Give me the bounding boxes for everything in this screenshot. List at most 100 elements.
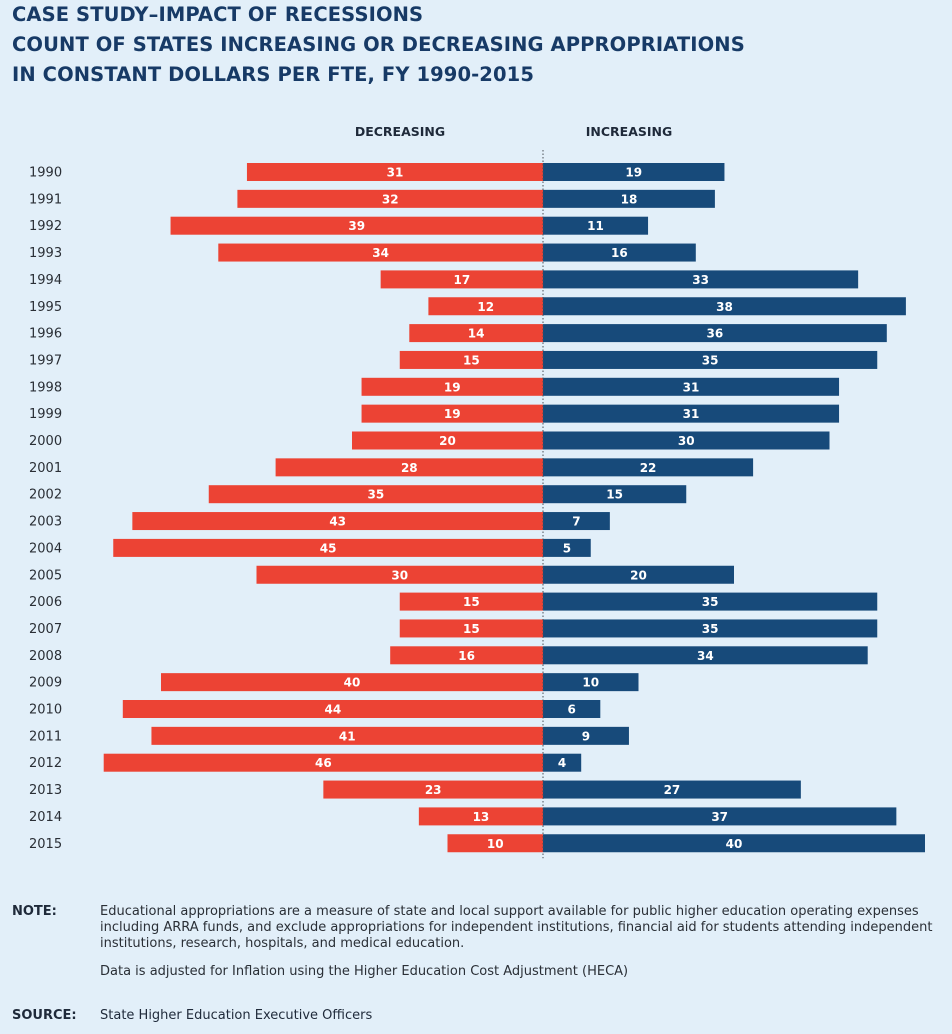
year-label: 1991 [29, 192, 62, 207]
bar-decreasing [399, 350, 543, 369]
value-label-increasing: 15 [606, 488, 623, 502]
value-label-increasing: 35 [702, 595, 719, 609]
bar-decreasing [399, 592, 543, 611]
bar-decreasing [256, 565, 543, 584]
value-label-increasing: 4 [558, 756, 566, 770]
bar-decreasing [352, 431, 543, 450]
note-paragraph-1: Educational appropriations are a measure… [100, 904, 933, 951]
year-label: 2011 [29, 729, 62, 744]
value-label-decreasing: 13 [473, 810, 490, 824]
bar-decreasing [103, 753, 543, 772]
source-text: State Higher Education Executive Officer… [100, 1008, 373, 1023]
year-label: 2013 [29, 783, 62, 798]
title-line-3: IN CONSTANT DOLLARS PER FTE, FY 1990-201… [12, 63, 534, 86]
value-label-decreasing: 43 [329, 515, 346, 529]
bar-decreasing [132, 512, 543, 531]
bar-decreasing [361, 377, 543, 396]
value-label-increasing: 34 [697, 649, 714, 663]
header-decreasing: DECREASING [355, 124, 445, 139]
value-label-increasing: 10 [582, 676, 599, 690]
bar-decreasing [390, 646, 543, 665]
bar-increasing [543, 726, 629, 745]
year-label: 1999 [29, 407, 62, 422]
title-line-1: CASE STUDY–IMPACT OF RECESSIONS [12, 3, 424, 26]
year-label: 2001 [29, 461, 62, 476]
value-label-decreasing: 31 [387, 166, 404, 180]
source-label: SOURCE: [12, 1008, 77, 1023]
value-label-increasing: 18 [621, 192, 638, 206]
bar-increasing [543, 834, 925, 853]
bar-decreasing [399, 619, 543, 638]
bar-decreasing [151, 726, 543, 745]
bar-increasing [543, 592, 878, 611]
value-label-increasing: 37 [711, 810, 728, 824]
value-label-increasing: 35 [702, 353, 719, 367]
value-label-decreasing: 39 [348, 219, 365, 233]
year-label: 2007 [29, 622, 62, 637]
bar-decreasing [237, 189, 543, 208]
value-label-increasing: 5 [563, 541, 571, 555]
value-label-decreasing: 40 [344, 676, 361, 690]
year-label: 2009 [29, 676, 62, 691]
value-label-decreasing: 23 [425, 783, 442, 797]
value-label-increasing: 11 [587, 219, 604, 233]
bar-increasing [543, 404, 840, 423]
value-label-increasing: 7 [572, 515, 580, 529]
bar-decreasing [418, 807, 543, 826]
year-label: 2002 [29, 488, 62, 503]
value-label-increasing: 27 [664, 783, 681, 797]
bar-increasing [543, 458, 754, 477]
value-label-increasing: 31 [683, 380, 700, 394]
value-label-decreasing: 30 [391, 568, 408, 582]
value-label-decreasing: 20 [439, 434, 456, 448]
year-label: 1994 [29, 273, 62, 288]
bar-increasing [543, 538, 591, 557]
bar-increasing [543, 673, 639, 692]
year-label: 1996 [29, 327, 62, 342]
header-increasing: INCREASING [586, 124, 673, 139]
value-label-increasing: 22 [640, 461, 657, 475]
value-label-decreasing: 19 [444, 407, 461, 421]
bar-increasing [543, 216, 649, 235]
bar-increasing [543, 485, 687, 504]
bar-decreasing [275, 458, 543, 477]
year-label: 1990 [29, 166, 62, 181]
value-label-increasing: 20 [630, 568, 647, 582]
value-label-decreasing: 15 [463, 353, 480, 367]
year-label: 2004 [29, 541, 62, 556]
value-label-increasing: 9 [582, 729, 590, 743]
value-label-decreasing: 19 [444, 380, 461, 394]
year-label: 1992 [29, 219, 62, 234]
bar-decreasing [161, 673, 543, 692]
bar-decreasing [208, 485, 543, 504]
value-label-decreasing: 16 [458, 649, 475, 663]
bar-increasing [543, 700, 601, 718]
notes-section: NOTE: Educational appropriations are a m… [12, 904, 942, 992]
bar-decreasing [361, 404, 543, 423]
bar-decreasing [246, 163, 543, 181]
bar-increasing [543, 243, 696, 262]
value-label-increasing: 40 [726, 837, 743, 851]
value-label-decreasing: 34 [372, 246, 389, 260]
bar-decreasing [170, 216, 544, 235]
bar-decreasing [122, 700, 544, 718]
bar-increasing [543, 324, 887, 343]
bar-increasing [543, 163, 725, 181]
value-label-increasing: 35 [702, 622, 719, 636]
year-label: 2008 [29, 649, 62, 664]
value-label-decreasing: 15 [463, 622, 480, 636]
bar-decreasing [409, 324, 543, 343]
value-label-decreasing: 45 [320, 541, 337, 555]
value-label-decreasing: 32 [382, 192, 399, 206]
value-label-increasing: 36 [707, 327, 724, 341]
note-paragraph-2: Data is adjusted for Inflation using the… [100, 964, 629, 979]
bar-increasing [543, 619, 878, 638]
bar-decreasing [323, 780, 543, 799]
bar-increasing [543, 753, 582, 772]
value-label-increasing: 38 [716, 300, 733, 314]
year-label: 2010 [29, 703, 62, 718]
year-label: 2005 [29, 568, 62, 583]
value-label-increasing: 31 [683, 407, 700, 421]
year-label: 1997 [29, 353, 62, 368]
bar-increasing [543, 431, 830, 450]
